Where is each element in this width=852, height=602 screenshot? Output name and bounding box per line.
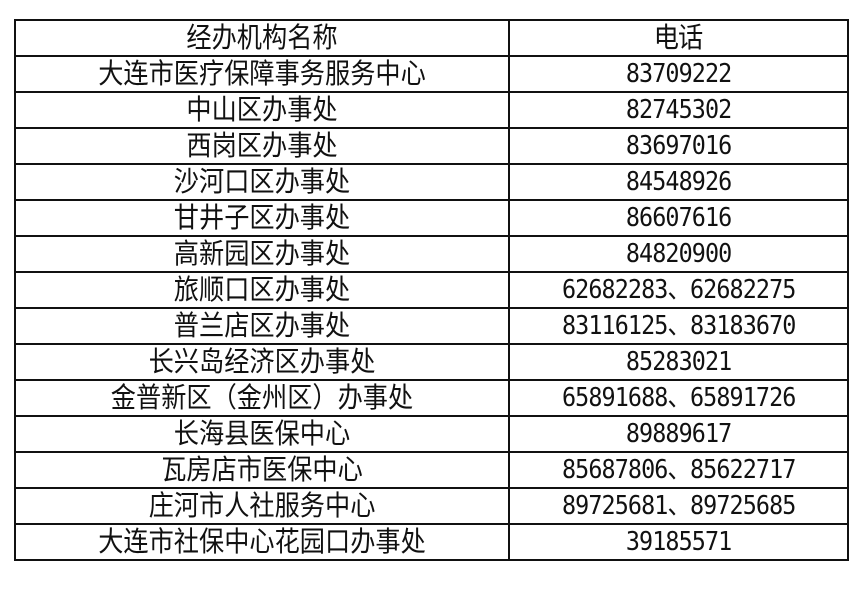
- agency-name-cell: 甘井子区办事处: [14, 199, 510, 237]
- header-label: 经办机构名称: [186, 21, 338, 54]
- phone-number: 84548926: [625, 167, 732, 197]
- agency-name: 旅顺口区办事处: [173, 273, 351, 306]
- contact-table: 经办机构名称 电话 大连市医疗保障事务服务中心 83709222 中山区办事处 827…: [14, 19, 849, 561]
- agency-name-cell: 高新园区办事处: [14, 235, 510, 273]
- phone-cell: 85283021: [508, 343, 849, 381]
- phone-cell: 65891688、65891726: [508, 379, 849, 417]
- phone-cell: 89725681、89725685: [508, 487, 849, 525]
- phone-cell: 86607616: [508, 199, 849, 237]
- table-row: 金普新区（金州区）办事处 65891688、65891726: [14, 379, 849, 417]
- table-row: 长海县医保中心 89889617: [14, 415, 849, 453]
- phone-cell: 83709222: [508, 55, 849, 93]
- phone-cell: 83116125、83183670: [508, 307, 849, 345]
- table-row: 西岗区办事处 83697016: [14, 127, 849, 165]
- agency-name-cell: 旅顺口区办事处: [14, 271, 510, 309]
- table-row: 旅顺口区办事处 62682283、62682275: [14, 271, 849, 309]
- phone-cell: 62682283、62682275: [508, 271, 849, 309]
- agency-name: 高新园区办事处: [173, 237, 351, 270]
- agency-name: 普兰店区办事处: [173, 309, 351, 342]
- phone-number: 83116125、83183670: [561, 311, 796, 341]
- agency-name: 金普新区（金州区）办事处: [110, 381, 414, 414]
- agency-name-cell: 中山区办事处: [14, 91, 510, 129]
- agency-name: 沙河口区办事处: [173, 165, 351, 198]
- phone-cell: 84548926: [508, 163, 849, 201]
- agency-name-cell: 沙河口区办事处: [14, 163, 510, 201]
- agency-name: 瓦房店市医保中心: [161, 453, 363, 486]
- table-row: 中山区办事处 82745302: [14, 91, 849, 129]
- agency-name: 大连市社保中心花园口办事处: [98, 525, 426, 558]
- table-row: 大连市医疗保障事务服务中心 83709222: [14, 55, 849, 93]
- phone-number: 86607616: [625, 203, 732, 233]
- phone-number: 82745302: [625, 95, 732, 125]
- header-label: 电话: [654, 21, 704, 54]
- agency-name-cell: 西岗区办事处: [14, 127, 510, 165]
- table-row: 瓦房店市医保中心 85687806、85622717: [14, 451, 849, 489]
- agency-name-cell: 金普新区（金州区）办事处: [14, 379, 510, 417]
- table-row: 沙河口区办事处 84548926: [14, 163, 849, 201]
- phone-cell: 85687806、85622717: [508, 451, 849, 489]
- phone-number: 85283021: [625, 347, 732, 377]
- agency-name-cell: 瓦房店市医保中心: [14, 451, 510, 489]
- table-row: 高新园区办事处 84820900: [14, 235, 849, 273]
- phone-number: 62682283、62682275: [561, 275, 796, 305]
- table-row: 庄河市人社服务中心 89725681、89725685: [14, 487, 849, 525]
- agency-name: 庄河市人社服务中心: [148, 489, 376, 522]
- table-row: 长兴岛经济区办事处 85283021: [14, 343, 849, 381]
- phone-cell: 84820900: [508, 235, 849, 273]
- phone-number: 39185571: [625, 527, 732, 557]
- phone-number: 65891688、65891726: [561, 383, 796, 413]
- agency-name-cell: 大连市医疗保障事务服务中心: [14, 55, 510, 93]
- agency-name-cell: 普兰店区办事处: [14, 307, 510, 345]
- agency-name: 大连市医疗保障事务服务中心: [98, 57, 426, 90]
- phone-cell: 89889617: [508, 415, 849, 453]
- phone-cell: 39185571: [508, 523, 849, 561]
- agency-name: 长兴岛经济区办事处: [148, 345, 376, 378]
- agency-name-cell: 长海县医保中心: [14, 415, 510, 453]
- phone-number: 84820900: [625, 239, 732, 269]
- agency-name: 西岗区办事处: [186, 129, 338, 162]
- header-agency-name: 经办机构名称: [14, 19, 510, 57]
- table-row: 甘井子区办事处 86607616: [14, 199, 849, 237]
- table-row: 大连市社保中心花园口办事处 39185571: [14, 523, 849, 561]
- agency-name: 甘井子区办事处: [173, 201, 351, 234]
- table-header-row: 经办机构名称 电话: [14, 19, 849, 57]
- header-phone: 电话: [508, 19, 849, 57]
- table-row: 普兰店区办事处 83116125、83183670: [14, 307, 849, 345]
- phone-number: 83697016: [625, 131, 732, 161]
- phone-number: 89889617: [625, 419, 732, 449]
- agency-name-cell: 庄河市人社服务中心: [14, 487, 510, 525]
- agency-name: 长海县医保中心: [173, 417, 351, 450]
- phone-number: 85687806、85622717: [561, 455, 796, 485]
- agency-name: 中山区办事处: [186, 93, 338, 126]
- phone-cell: 83697016: [508, 127, 849, 165]
- phone-number: 89725681、89725685: [561, 491, 796, 521]
- phone-number: 83709222: [625, 59, 732, 89]
- agency-name-cell: 大连市社保中心花园口办事处: [14, 523, 510, 561]
- agency-name-cell: 长兴岛经济区办事处: [14, 343, 510, 381]
- phone-cell: 82745302: [508, 91, 849, 129]
